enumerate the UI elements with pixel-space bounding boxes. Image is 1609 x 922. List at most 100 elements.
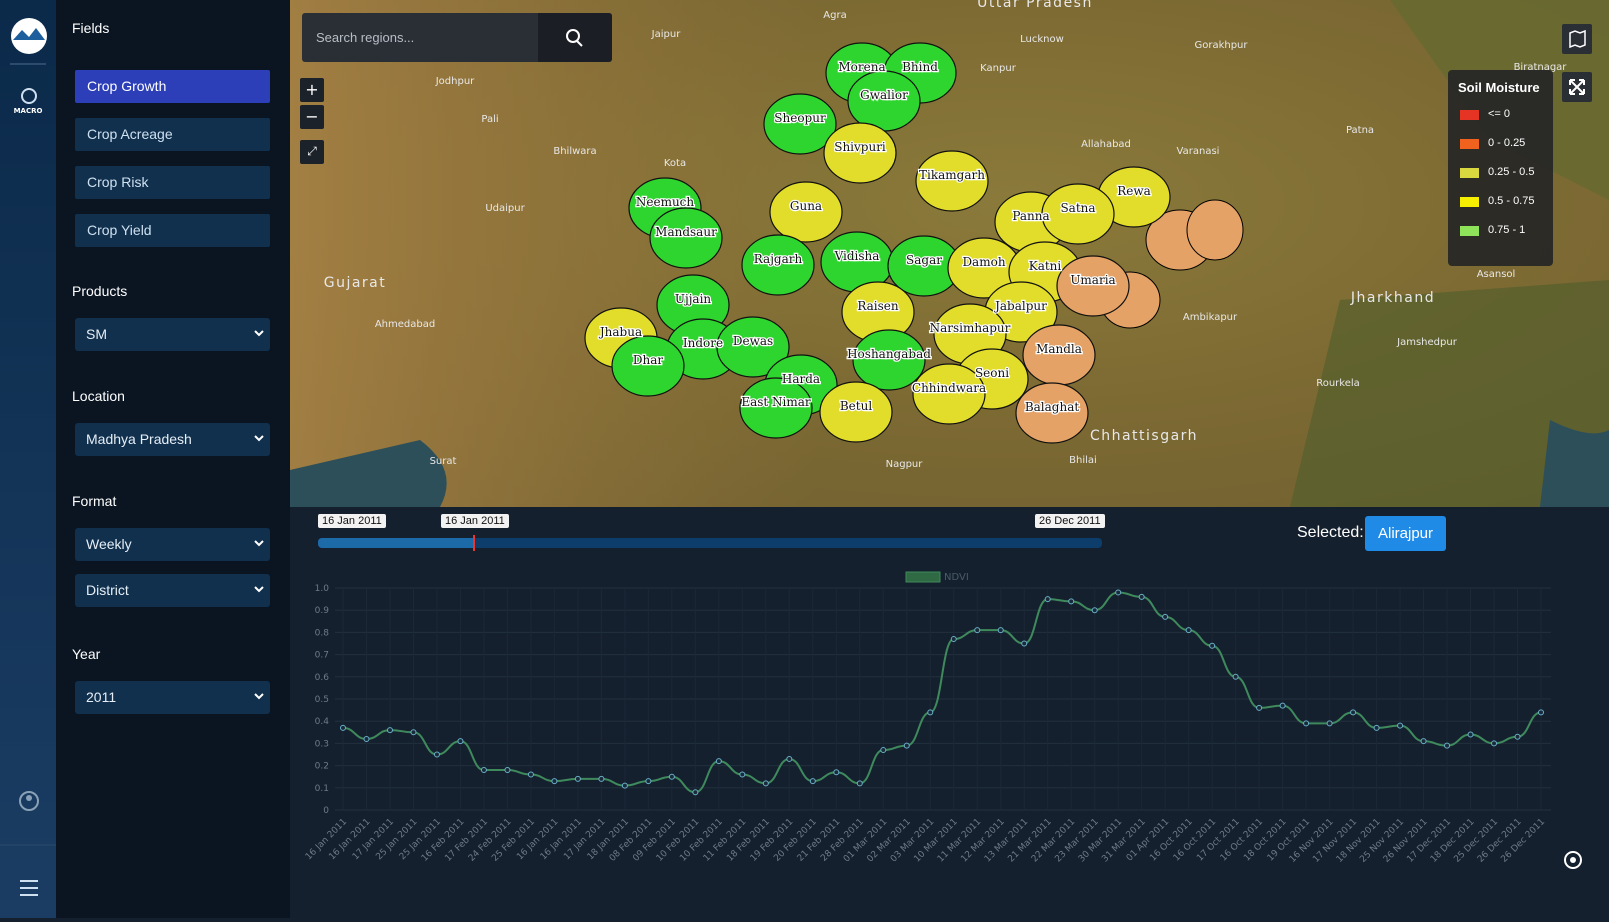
locate-button[interactable] bbox=[1564, 851, 1582, 869]
place-label: Bhilwara bbox=[553, 146, 596, 157]
point bbox=[1326, 720, 1333, 727]
place-label: Bhilai bbox=[1069, 455, 1097, 466]
timeline-track[interactable] bbox=[318, 535, 1102, 551]
point bbox=[621, 782, 628, 789]
point bbox=[363, 735, 370, 742]
point bbox=[739, 771, 746, 778]
point bbox=[715, 758, 722, 765]
zoom-out[interactable]: − bbox=[300, 105, 324, 129]
place-label: Surat bbox=[430, 456, 457, 467]
place-label: Patna bbox=[1346, 125, 1374, 136]
select[interactable]: 2011 bbox=[75, 681, 270, 714]
district[interactable] bbox=[852, 329, 926, 391]
district[interactable] bbox=[1186, 199, 1244, 261]
point bbox=[1538, 709, 1544, 716]
field-button[interactable]: Crop Growth bbox=[75, 70, 270, 103]
field-button[interactable]: Crop Risk bbox=[75, 166, 270, 199]
district[interactable] bbox=[716, 316, 790, 378]
point bbox=[645, 778, 652, 785]
district-label: Panna bbox=[1012, 209, 1049, 223]
select[interactable]: Madhya Pradesh bbox=[75, 423, 270, 456]
map[interactable]: Morena Bhind Gwalior Sheopur Shivpuri Tikamga… bbox=[290, 0, 1609, 507]
point bbox=[950, 636, 957, 643]
select[interactable]: Weekly bbox=[75, 528, 270, 561]
point bbox=[856, 780, 863, 787]
district[interactable] bbox=[823, 122, 897, 184]
place-label: Jaipur bbox=[651, 29, 682, 40]
field-button[interactable]: Crop Acreage bbox=[75, 118, 270, 151]
y-tick-label: 0.4 bbox=[315, 717, 330, 727]
place-label: Jharkhand bbox=[1350, 290, 1435, 306]
timeline-end: 26 Dec 2011 bbox=[1035, 514, 1105, 528]
select[interactable]: District bbox=[75, 574, 270, 607]
district[interactable] bbox=[763, 93, 837, 155]
field-button[interactable]: Crop Yield bbox=[75, 214, 270, 247]
district[interactable] bbox=[611, 335, 685, 397]
district-label: Sheopur bbox=[774, 111, 826, 125]
district[interactable] bbox=[741, 234, 815, 296]
legend-swatch bbox=[1460, 168, 1479, 178]
search-button[interactable] bbox=[538, 13, 612, 62]
district[interactable] bbox=[915, 150, 989, 212]
legend-swatch bbox=[1460, 110, 1479, 120]
legend-swatch bbox=[1460, 197, 1479, 207]
rail-label: MACRO bbox=[13, 107, 43, 115]
legend-title: Soil Moisture bbox=[1458, 80, 1540, 95]
district[interactable] bbox=[1015, 382, 1089, 444]
place-label: Kanpur bbox=[980, 63, 1017, 74]
district[interactable] bbox=[1041, 183, 1115, 245]
district[interactable] bbox=[769, 181, 843, 243]
district[interactable] bbox=[912, 363, 986, 425]
district-label: Guna bbox=[790, 199, 822, 213]
point bbox=[786, 755, 793, 762]
nav-rail: MACRO bbox=[0, 0, 56, 918]
selected-region[interactable]: Alirajpur bbox=[1365, 516, 1447, 551]
district-label: Umaria bbox=[1070, 273, 1115, 287]
point bbox=[551, 778, 558, 785]
timeline-progress bbox=[318, 538, 475, 548]
place-label: Jodhpur bbox=[435, 76, 475, 87]
district-label: Shivpuri bbox=[834, 140, 886, 154]
district[interactable] bbox=[1056, 255, 1130, 317]
locate-dot bbox=[1570, 857, 1576, 863]
district-label: Narsimhapur bbox=[930, 321, 1011, 335]
point bbox=[1068, 598, 1075, 605]
point bbox=[762, 780, 769, 787]
sea bbox=[1540, 420, 1609, 507]
place-label: Varanasi bbox=[1177, 146, 1220, 157]
place-label: Ahmedabad bbox=[375, 319, 435, 330]
point bbox=[1185, 627, 1192, 634]
selected-label: Selected: bbox=[1297, 524, 1364, 541]
map-legend: Soil Moisture <= 0 0 - 0.25 0.25 - 0.5 0.5 … bbox=[1448, 70, 1553, 266]
legend-label: 0.75 - 1 bbox=[1488, 224, 1526, 236]
y-tick-label: 0.3 bbox=[315, 739, 329, 749]
place-label: Biratnagar bbox=[1514, 62, 1568, 73]
layers-button[interactable] bbox=[1562, 24, 1592, 54]
select[interactable]: SM bbox=[75, 318, 270, 351]
district-label: Katni bbox=[1029, 259, 1062, 273]
legend-label: NDVI bbox=[944, 572, 969, 583]
district[interactable] bbox=[739, 377, 813, 439]
select-value: SM bbox=[86, 326, 107, 342]
point bbox=[1232, 673, 1239, 680]
point bbox=[668, 773, 675, 780]
district[interactable] bbox=[649, 207, 723, 269]
timeline-current: 16 Jan 2011 bbox=[441, 514, 509, 528]
district-label: Mandsaur bbox=[655, 225, 717, 239]
point bbox=[598, 775, 605, 782]
series-line bbox=[342, 591, 1542, 794]
place-label: Agra bbox=[823, 10, 846, 21]
expand-button[interactable] bbox=[1562, 72, 1592, 102]
timeline[interactable]: 16 Jan 2011 16 Jan 2011 26 Dec 2011 Sele… bbox=[290, 507, 1609, 563]
point bbox=[433, 751, 440, 758]
district-label: Sagar bbox=[906, 253, 942, 267]
district[interactable] bbox=[819, 381, 893, 443]
fullscreen[interactable]: ⤢ bbox=[300, 140, 324, 164]
heading: Products bbox=[72, 283, 128, 299]
place-label: Kota bbox=[664, 158, 686, 169]
timeline-handle[interactable] bbox=[473, 535, 475, 551]
zoom-in[interactable]: + bbox=[300, 78, 324, 102]
legend-label: <= 0 bbox=[1488, 108, 1511, 120]
timeline-start: 16 Jan 2011 bbox=[318, 514, 386, 528]
point bbox=[340, 724, 346, 731]
